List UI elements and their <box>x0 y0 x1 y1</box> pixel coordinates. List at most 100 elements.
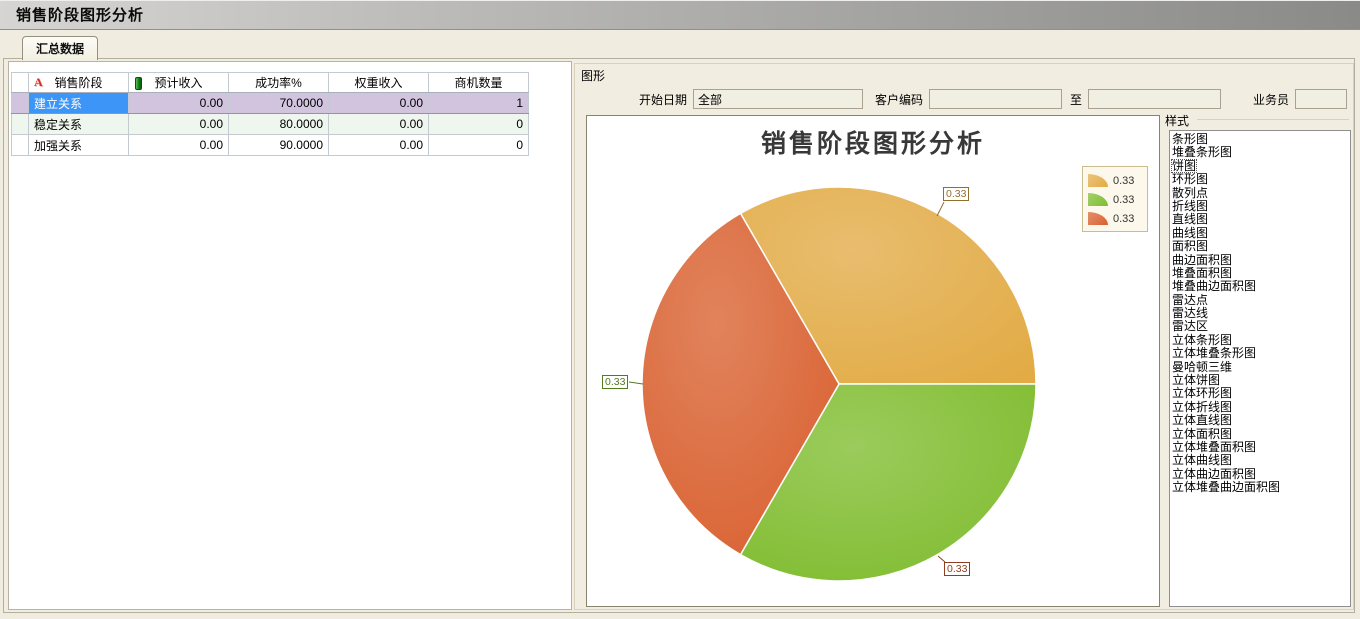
style-item[interactable]: 折线图 <box>1172 200 1350 213</box>
value-cell[interactable]: 0 <box>428 134 529 156</box>
filter-row: 开始日期 客户编码 至 业务员 <box>575 86 1355 112</box>
col-header-weighted-income[interactable]: 权重收入 <box>328 72 429 93</box>
style-item-label: 曲边面积图 <box>1172 252 1233 267</box>
stage-cell[interactable]: 稳定关系 <box>28 113 129 135</box>
stage-cell[interactable]: 建立关系 <box>28 92 129 114</box>
style-item-label: 立体折线图 <box>1172 399 1233 414</box>
legend-item: 0.33 <box>1088 209 1144 228</box>
style-item[interactable]: 雷达区 <box>1172 320 1350 333</box>
style-item[interactable]: 雷达线 <box>1172 307 1350 320</box>
style-item[interactable]: 立体曲线图 <box>1172 454 1350 467</box>
stage-table[interactable]: A 销售阶段 预计收入 成功率% 权重收入 <box>11 72 529 156</box>
style-item-label: 立体饼图 <box>1172 373 1221 388</box>
label-leader-line <box>936 201 945 217</box>
col-header-label: 预计收入 <box>154 76 203 90</box>
style-item[interactable]: 条形图 <box>1172 133 1350 146</box>
style-item[interactable]: 立体堆叠条形图 <box>1172 347 1350 360</box>
col-header-opportunity-count[interactable]: 商机数量 <box>428 72 529 93</box>
value-cell[interactable]: 80.0000 <box>228 113 329 135</box>
stage-cell[interactable]: 加强关系 <box>28 134 129 156</box>
value-cell[interactable]: 0.00 <box>328 92 429 114</box>
table-header-row: A 销售阶段 预计收入 成功率% 权重收入 <box>11 72 529 93</box>
graph-group-panel: 图形 开始日期 客户编码 至 业务员 销售阶段图形分析 0.330.330.33… <box>574 63 1354 610</box>
salesperson-input[interactable] <box>1295 89 1348 109</box>
style-item[interactable]: 环形图 <box>1172 173 1350 186</box>
style-item[interactable]: 立体饼图 <box>1172 374 1350 387</box>
page-title: 销售阶段图形分析 <box>16 7 145 24</box>
style-item[interactable]: 曲线图 <box>1172 227 1350 240</box>
value-cell[interactable]: 0.00 <box>128 92 229 114</box>
style-item[interactable]: 立体折线图 <box>1172 401 1350 414</box>
value-cell[interactable]: 0.00 <box>328 134 429 156</box>
style-item[interactable]: 直线图 <box>1172 213 1350 226</box>
style-item[interactable]: 立体曲边面积图 <box>1172 468 1350 481</box>
style-item[interactable]: 饼图 <box>1170 158 1350 173</box>
style-item-label: 曼哈顿三维 <box>1172 359 1233 374</box>
label-leader-line <box>937 555 946 563</box>
customer-code-to-input[interactable] <box>1088 89 1222 109</box>
style-item[interactable]: 曼哈顿三维 <box>1172 361 1350 374</box>
style-item-label: 条形图 <box>1172 132 1209 146</box>
start-date-input[interactable] <box>693 89 864 109</box>
style-item-label: 立体直线图 <box>1172 413 1233 428</box>
style-item[interactable]: 立体直线图 <box>1172 414 1350 427</box>
table-row[interactable]: 加强关系 0.00 90.0000 0.00 0 <box>11 134 529 156</box>
graph-group-label: 图形 <box>581 69 606 83</box>
legend-item: 0.33 <box>1088 190 1144 209</box>
value-cell[interactable]: 90.0000 <box>228 134 329 156</box>
col-header-label: 权重收入 <box>354 76 403 90</box>
style-item[interactable]: 雷达点 <box>1172 294 1350 307</box>
tab-label: 汇总数据 <box>36 42 85 56</box>
style-item-label: 立体面积图 <box>1172 426 1233 441</box>
style-item-label: 立体曲边面积图 <box>1172 466 1257 481</box>
style-item-label: 立体堆叠面积图 <box>1172 439 1257 454</box>
legend-item: 0.33 <box>1088 171 1144 190</box>
style-item[interactable]: 立体堆叠面积图 <box>1172 441 1350 454</box>
value-cell[interactable]: 0.00 <box>328 113 429 135</box>
row-indicator[interactable] <box>11 134 29 156</box>
row-indicator-header[interactable] <box>11 72 29 93</box>
label-leader-line <box>628 381 644 385</box>
to-label: 至 <box>1070 92 1083 107</box>
col-header-label: 商机数量 <box>454 76 503 90</box>
value-cell[interactable]: 1 <box>428 92 529 114</box>
style-item[interactable]: 立体环形图 <box>1172 387 1350 400</box>
col-header-success-rate[interactable]: 成功率% <box>228 72 329 93</box>
col-header-stage[interactable]: A 销售阶段 <box>28 72 129 93</box>
value-cell[interactable]: 0 <box>428 113 529 135</box>
pie-slice <box>739 186 1037 385</box>
style-list[interactable]: 条形图 堆叠条形图 饼图 环形图 散列点 折线图 直线图 曲线图 面积图 曲边面积图 堆叠面积图 堆叠… <box>1169 130 1351 607</box>
style-item-label: 曲线图 <box>1172 225 1209 240</box>
style-item[interactable]: 立体面积图 <box>1172 428 1350 441</box>
sort-a-icon: A <box>34 75 43 89</box>
slice-value-label: 0.33 <box>602 375 629 389</box>
style-item[interactable]: 面积图 <box>1172 240 1350 253</box>
style-item[interactable]: 堆叠条形图 <box>1172 146 1350 159</box>
value-cell[interactable]: 70.0000 <box>228 92 329 114</box>
tab-summary-data[interactable]: 汇总数据 <box>22 36 99 60</box>
style-item-label: 折线图 <box>1172 198 1209 213</box>
summary-grid-panel: A 销售阶段 预计收入 成功率% 权重收入 <box>8 61 572 610</box>
style-item[interactable]: 堆叠曲边面积图 <box>1172 280 1350 293</box>
customer-code-input[interactable] <box>929 89 1063 109</box>
style-item[interactable]: 堆叠面积图 <box>1172 267 1350 280</box>
table-row[interactable]: 建立关系 0.00 70.0000 0.00 1 <box>11 92 529 114</box>
style-item[interactable]: 散列点 <box>1172 187 1350 200</box>
style-item[interactable]: 立体条形图 <box>1172 334 1350 347</box>
table-row[interactable]: 稳定关系 0.00 80.0000 0.00 0 <box>11 113 529 135</box>
value-cell[interactable]: 0.00 <box>128 134 229 156</box>
style-item-label: 立体堆叠条形图 <box>1172 346 1257 361</box>
col-header-expected-income[interactable]: 预计收入 <box>128 72 229 93</box>
style-item-label: 堆叠面积图 <box>1172 265 1233 280</box>
col-header-label: 成功率% <box>255 76 302 90</box>
style-item[interactable]: 曲边面积图 <box>1172 254 1350 267</box>
style-item-label: 堆叠条形图 <box>1172 145 1233 160</box>
style-item[interactable]: 立体堆叠曲边面积图 <box>1172 481 1350 494</box>
row-indicator[interactable] <box>11 92 29 114</box>
legend-swatch-icon <box>1088 212 1108 225</box>
style-group-label: 样式 <box>1165 114 1190 128</box>
filter-pill-icon <box>135 77 142 90</box>
style-item-label: 立体曲线图 <box>1172 453 1233 468</box>
row-indicator[interactable] <box>11 113 29 135</box>
value-cell[interactable]: 0.00 <box>128 113 229 135</box>
